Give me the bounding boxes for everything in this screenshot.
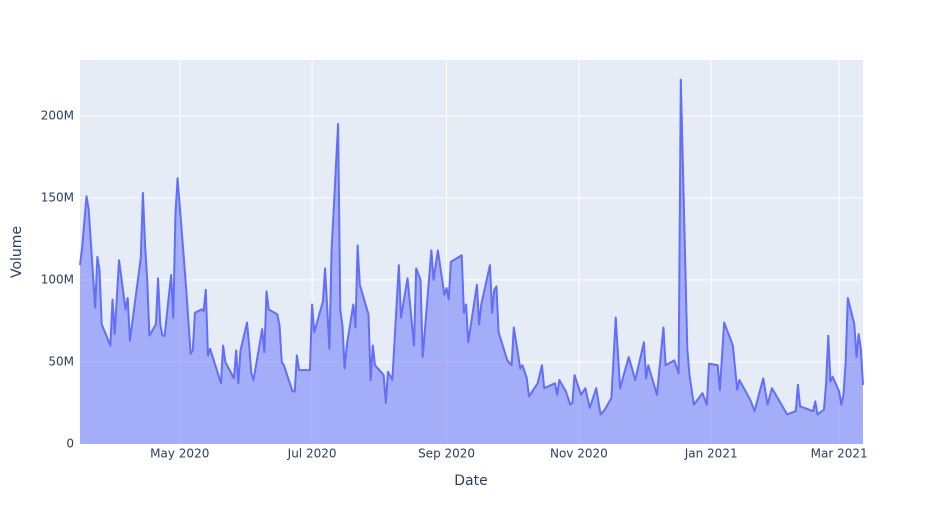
- x-tick-label: May 2020: [150, 447, 209, 461]
- x-tick-label: Jan 2021: [684, 447, 738, 461]
- area-fill: [80, 79, 863, 444]
- x-tick-label: Jul 2020: [287, 447, 337, 461]
- y-tick-label: 100M: [41, 272, 74, 286]
- x-tick-label: Nov 2020: [550, 447, 608, 461]
- y-tick-label: 0: [66, 437, 74, 451]
- y-axis-title: Volume: [9, 226, 25, 278]
- y-tick-label: 150M: [41, 190, 74, 204]
- x-tick-label: Mar 2021: [811, 447, 868, 461]
- area-line: [79, 78, 864, 416]
- y-tick-label: 200M: [41, 108, 74, 122]
- x-axis-title: Date: [454, 473, 487, 489]
- x-tick-label: Sep 2020: [418, 447, 475, 461]
- y-tick-label: 50M: [48, 354, 74, 368]
